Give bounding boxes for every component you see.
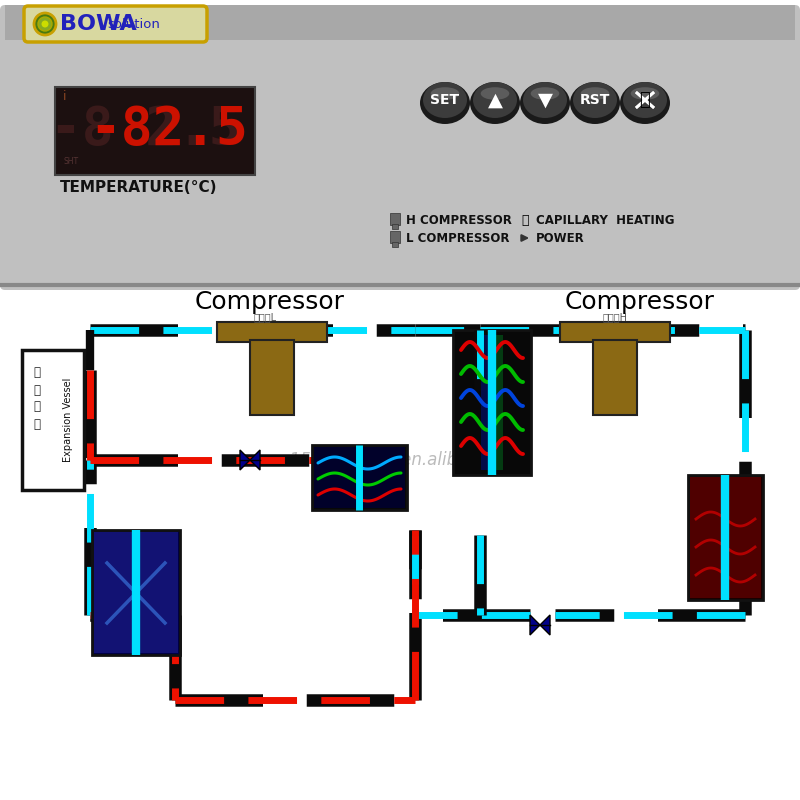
Bar [390, 213, 400, 225]
Ellipse shape [520, 82, 570, 124]
Ellipse shape [581, 87, 610, 100]
Bar [312, 445, 407, 510]
Ellipse shape [473, 82, 517, 118]
Polygon shape [240, 450, 250, 470]
Text: 器: 器 [34, 418, 41, 430]
Bar [250, 340, 294, 415]
Text: POWER: POWER [536, 231, 585, 245]
Ellipse shape [573, 82, 617, 118]
Bar [392, 224, 398, 229]
Text: i: i [63, 90, 66, 103]
Text: cn1511445909.en.alibaba.com: cn1511445909.en.alibaba.com [270, 451, 530, 469]
Ellipse shape [523, 82, 567, 118]
Bar [0, 285, 800, 800]
Circle shape [34, 13, 56, 35]
Ellipse shape [623, 82, 667, 118]
Bar [55, 87, 255, 175]
Text: 压缩机L: 压缩机L [254, 312, 277, 322]
Bar [493, 335, 503, 470]
Bar [22, 350, 84, 490]
Ellipse shape [570, 82, 620, 124]
Bar [688, 475, 763, 600]
Bar [314, 447, 405, 508]
Text: ▼: ▼ [538, 90, 553, 110]
Ellipse shape [420, 82, 470, 124]
Text: BOWA: BOWA [60, 14, 137, 34]
Text: 🔇: 🔇 [640, 91, 650, 109]
Bar [392, 242, 398, 247]
Text: 膨: 膨 [34, 366, 41, 379]
Text: -8 2.5: -8 2.5 [50, 104, 240, 156]
Ellipse shape [470, 82, 520, 124]
Bar [92, 530, 180, 655]
Bar [481, 335, 491, 470]
FancyBboxPatch shape [24, 6, 207, 42]
Text: ▲: ▲ [487, 90, 502, 110]
Text: L COMPRESSOR: L COMPRESSOR [406, 231, 510, 245]
Text: Compressor: Compressor [195, 290, 345, 314]
Polygon shape [540, 615, 550, 635]
Text: H COMPRESSOR: H COMPRESSOR [406, 214, 512, 226]
Text: RST: RST [580, 93, 610, 107]
Text: -82.5: -82.5 [90, 104, 248, 156]
Bar [690, 477, 761, 598]
Polygon shape [250, 450, 260, 470]
Bar [217, 322, 327, 342]
Text: SHT: SHT [63, 157, 78, 166]
Polygon shape [530, 615, 540, 635]
Bar [94, 532, 178, 653]
Bar [5, 5, 795, 40]
FancyBboxPatch shape [0, 5, 800, 290]
Ellipse shape [481, 87, 510, 100]
Ellipse shape [423, 82, 467, 118]
Circle shape [38, 17, 52, 31]
Bar [560, 322, 670, 342]
Text: Expansion Vessel: Expansion Vessel [63, 378, 73, 462]
Text: SET: SET [430, 93, 459, 107]
Text: CAPILLARY  HEATING: CAPILLARY HEATING [536, 214, 674, 226]
Text: 🔥: 🔥 [522, 214, 529, 226]
Bar [593, 340, 637, 415]
Ellipse shape [630, 87, 659, 100]
Bar [453, 330, 531, 475]
Text: 压缩机H: 压缩机H [602, 312, 627, 322]
Text: 容: 容 [34, 401, 41, 414]
Text: Compressor: Compressor [565, 290, 715, 314]
Ellipse shape [620, 82, 670, 124]
Circle shape [42, 21, 49, 27]
Ellipse shape [530, 87, 559, 100]
Text: TEMPERATURE(°C): TEMPERATURE(°C) [60, 179, 218, 194]
Text: 胀: 胀 [34, 383, 41, 397]
Ellipse shape [430, 87, 459, 100]
Bar [390, 231, 400, 243]
Text: solution: solution [107, 18, 160, 30]
